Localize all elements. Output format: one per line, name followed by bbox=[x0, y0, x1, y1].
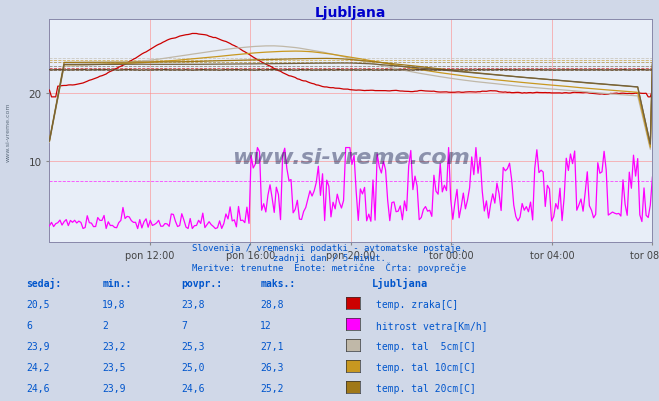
Text: 25,0: 25,0 bbox=[181, 362, 205, 372]
Text: 24,2: 24,2 bbox=[26, 362, 50, 372]
Text: 23,5: 23,5 bbox=[102, 362, 126, 372]
Text: 6: 6 bbox=[26, 320, 32, 330]
Text: maks.:: maks.: bbox=[260, 279, 295, 289]
Text: Slovenija / vremenski podatki - avtomatske postaje.: Slovenija / vremenski podatki - avtomats… bbox=[192, 244, 467, 253]
Text: temp. tal 20cm[C]: temp. tal 20cm[C] bbox=[376, 383, 476, 393]
Text: www.si-vreme.com: www.si-vreme.com bbox=[232, 148, 470, 168]
Text: 27,1: 27,1 bbox=[260, 341, 284, 351]
Text: 26,3: 26,3 bbox=[260, 362, 284, 372]
Text: 23,8: 23,8 bbox=[181, 300, 205, 310]
Text: temp. tal 10cm[C]: temp. tal 10cm[C] bbox=[376, 362, 476, 372]
Text: 20,5: 20,5 bbox=[26, 300, 50, 310]
Text: 28,8: 28,8 bbox=[260, 300, 284, 310]
Text: 25,3: 25,3 bbox=[181, 341, 205, 351]
Text: 24,6: 24,6 bbox=[181, 383, 205, 393]
Text: Meritve: trenutne  Enote: metrične  Črta: povprečje: Meritve: trenutne Enote: metrične Črta: … bbox=[192, 262, 467, 273]
Text: 12: 12 bbox=[260, 320, 272, 330]
Text: 23,2: 23,2 bbox=[102, 341, 126, 351]
Text: hitrost vetra[Km/h]: hitrost vetra[Km/h] bbox=[376, 320, 487, 330]
Text: 23,9: 23,9 bbox=[102, 383, 126, 393]
Text: temp. zraka[C]: temp. zraka[C] bbox=[376, 300, 458, 310]
Title: Ljubljana: Ljubljana bbox=[315, 6, 387, 20]
Text: 7: 7 bbox=[181, 320, 187, 330]
Text: 24,6: 24,6 bbox=[26, 383, 50, 393]
Text: 23,9: 23,9 bbox=[26, 341, 50, 351]
Text: temp. tal  5cm[C]: temp. tal 5cm[C] bbox=[376, 341, 476, 351]
Text: 25,2: 25,2 bbox=[260, 383, 284, 393]
Text: min.:: min.: bbox=[102, 279, 132, 289]
Text: 2: 2 bbox=[102, 320, 108, 330]
Text: sedaj:: sedaj: bbox=[26, 278, 61, 289]
Text: www.si-vreme.com: www.si-vreme.com bbox=[6, 103, 11, 162]
Text: Ljubljana: Ljubljana bbox=[372, 278, 428, 289]
Text: 19,8: 19,8 bbox=[102, 300, 126, 310]
Text: povpr.:: povpr.: bbox=[181, 279, 222, 289]
Text: zadnji dan / 5 minut.: zadnji dan / 5 minut. bbox=[273, 254, 386, 263]
